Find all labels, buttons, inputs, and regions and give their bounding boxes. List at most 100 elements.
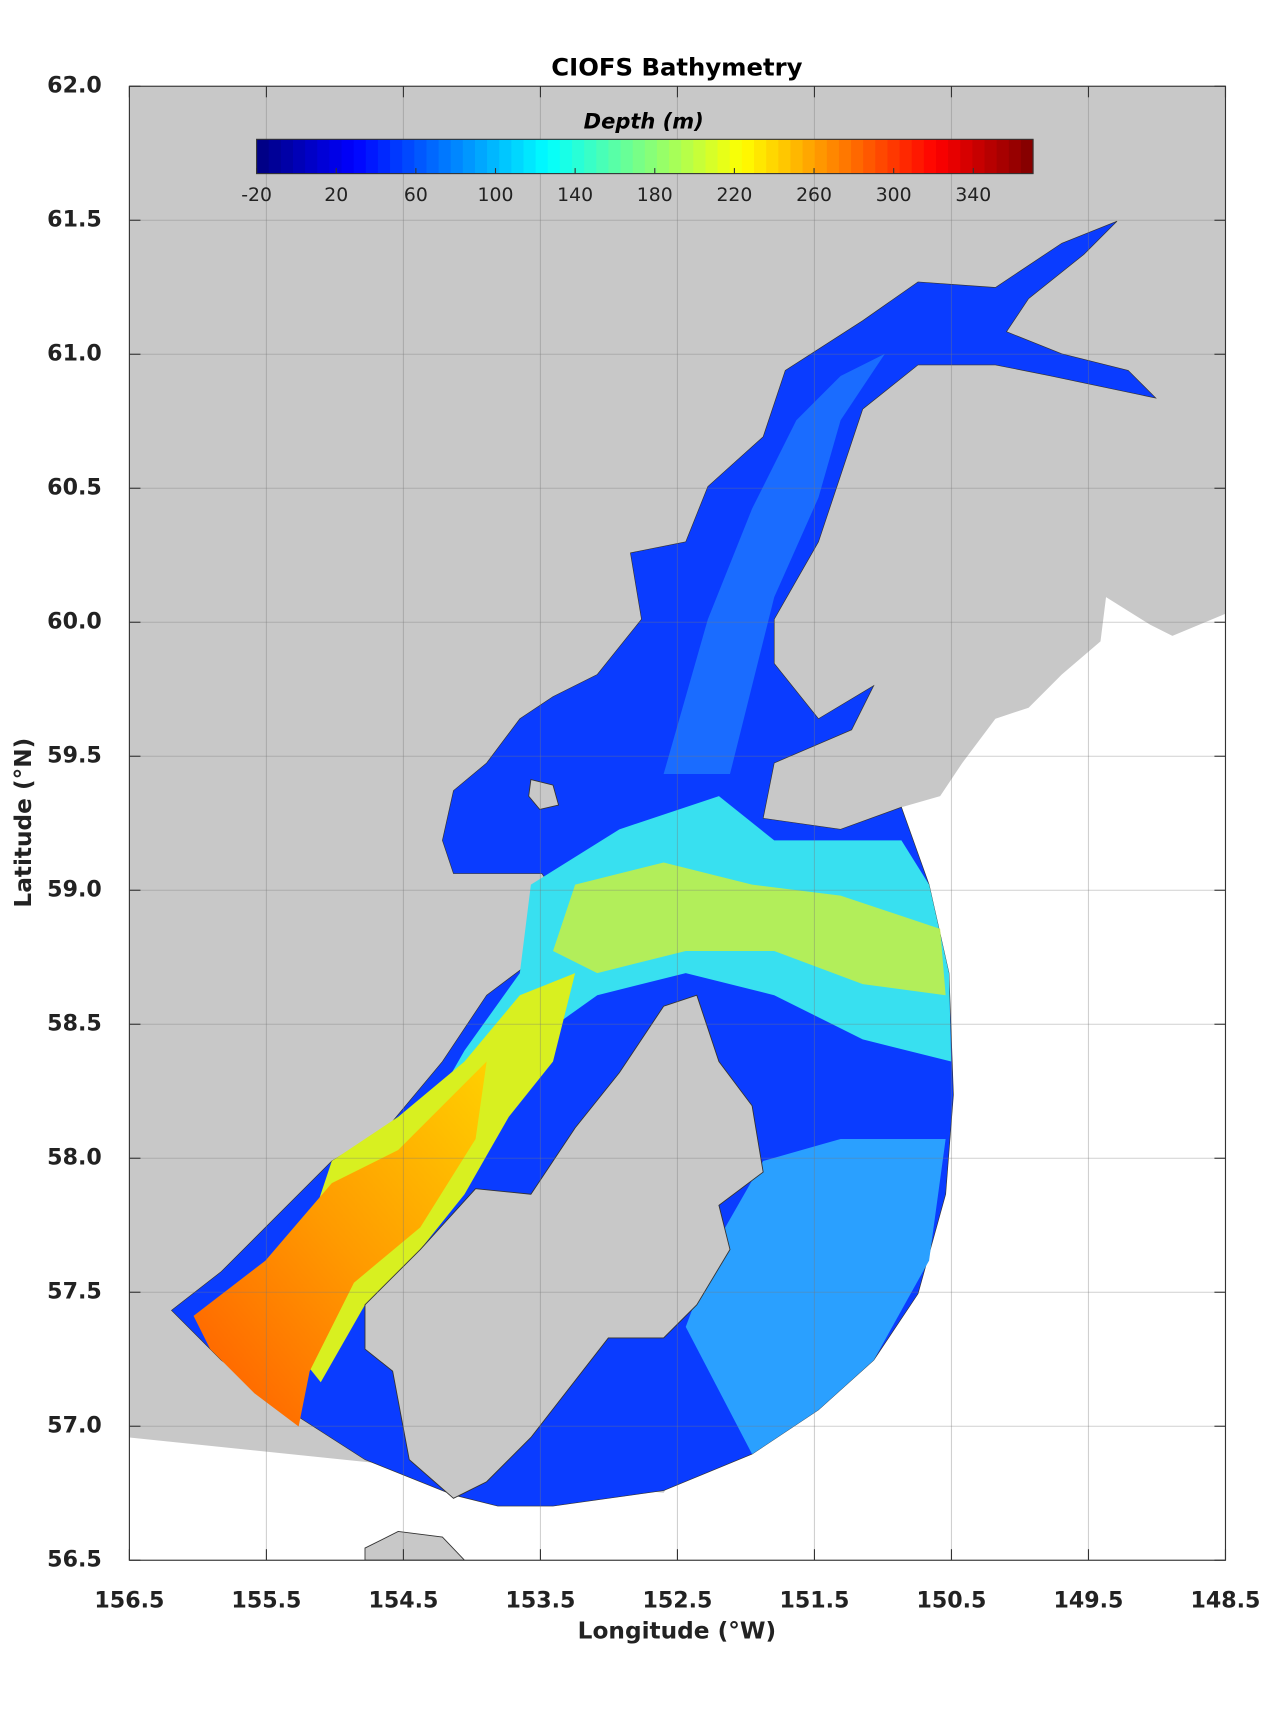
colorbar-swatch <box>1008 139 1022 174</box>
colorbar-swatch <box>292 139 306 174</box>
colorbar-swatch <box>572 139 585 174</box>
colorbar-swatch <box>365 139 379 174</box>
colorbar-swatch <box>996 139 1010 174</box>
colorbar-swatch <box>984 139 998 174</box>
colorbar-tick-label: 340 <box>955 185 991 206</box>
y-tick-label: 59.5 <box>47 743 102 769</box>
colorbar-swatch <box>887 139 901 174</box>
colorbar-tick-label: 20 <box>324 185 348 206</box>
colorbar-swatch <box>935 139 949 174</box>
colorbar-tick-label: 100 <box>478 185 514 206</box>
y-tick-label: 60.0 <box>47 609 102 635</box>
colorbar-swatch <box>705 139 719 174</box>
colorbar-swatch <box>523 139 537 174</box>
colorbar-swatch <box>608 139 622 174</box>
mouth-shelf <box>420 796 952 1128</box>
y-tick-label: 61.0 <box>47 341 102 367</box>
colorbar-swatch <box>814 139 828 174</box>
colorbar-swatch <box>948 139 961 174</box>
colorbar-tick-label: 220 <box>716 185 752 206</box>
y-tick-label: 58.5 <box>47 1011 102 1037</box>
colorbar-swatch <box>268 139 282 174</box>
x-axis-label: Longitude (°W) <box>578 1618 776 1645</box>
colorbar-swatch <box>547 139 561 174</box>
colorbar-swatch <box>863 139 876 174</box>
colorbar-swatch <box>972 139 986 174</box>
colorbar-swatch <box>317 139 330 174</box>
colorbar-swatch <box>669 139 682 174</box>
outer-ocean <box>129 597 1226 1561</box>
colorbar-swatch <box>559 139 573 174</box>
y-tick-label: 57.0 <box>47 1413 102 1439</box>
island <box>364 1531 466 1561</box>
colorbar-swatch <box>414 139 427 174</box>
x-tick-label: 153.5 <box>505 1588 575 1614</box>
shelf-south <box>685 1138 946 1455</box>
ticks: 156.5 155.5 154.5 153.5 152.5 151.5 150.5 149.5… <box>47 73 1260 1614</box>
colorbar-swatch <box>596 139 609 174</box>
colorbar-tick-label: 300 <box>876 185 912 206</box>
colorbar-swatch <box>462 139 476 174</box>
colorbar-swatch <box>256 139 270 174</box>
colorbar-tick-label: 260 <box>796 185 832 206</box>
y-axis-label: Latitude (°N) <box>10 738 37 908</box>
x-tick-label: 149.5 <box>1054 1588 1124 1614</box>
colorbar-swatch <box>656 139 670 174</box>
colorbar-swatch <box>390 139 403 174</box>
colorbar-swatch <box>851 139 864 174</box>
colorbar-swatch <box>802 139 816 174</box>
colorbar-swatch <box>778 139 791 174</box>
x-tick-label: 155.5 <box>231 1588 301 1614</box>
colorbar-swatch <box>960 139 973 174</box>
x-tick-label: 151.5 <box>779 1588 849 1614</box>
y-tick-label: 57.5 <box>47 1279 102 1305</box>
colorbar-swatch <box>875 139 889 174</box>
colorbar-swatch <box>681 139 694 174</box>
colorbar-swatch <box>923 139 937 174</box>
map-layer <box>129 86 1226 1561</box>
y-tick-label: 58.0 <box>47 1145 102 1171</box>
colorbar-swatch <box>377 139 391 174</box>
colorbar-swatch <box>438 139 452 174</box>
colorbar-swatch <box>402 139 415 174</box>
channel <box>663 353 885 775</box>
colorbar-swatch <box>1020 139 1034 174</box>
colorbar-swatch <box>584 139 597 174</box>
colorbar-swatch <box>474 139 488 174</box>
y-tick-label: 61.5 <box>47 207 102 233</box>
colorbar-swatch <box>693 139 707 174</box>
colorbar-tick-label: 140 <box>557 185 593 206</box>
colorbar-swatch <box>766 139 779 174</box>
colorbar-swatch <box>899 139 913 174</box>
colorbar-swatch <box>280 139 294 174</box>
colorbar-swatch <box>341 139 355 174</box>
colorbar: -20 20 60 100 140 180 220 260 300 340 <box>241 138 1034 206</box>
colorbar-swatch <box>911 139 925 174</box>
colorbar-tick-label: 180 <box>637 185 673 206</box>
colorbar-tick-label: -20 <box>241 185 272 206</box>
colorbar-swatch <box>487 139 500 174</box>
y-tick-label: 60.5 <box>47 475 102 501</box>
colorbar-swatch <box>838 139 852 174</box>
island <box>528 779 560 810</box>
colorbar-swatch <box>754 139 767 174</box>
colorbar-swatch <box>353 139 367 174</box>
island <box>364 994 764 1499</box>
colorbar-swatch <box>741 139 755 174</box>
colorbar-frame <box>256 138 1034 175</box>
colorbar-swatch <box>426 139 440 174</box>
y-tick-label: 62.0 <box>47 73 102 99</box>
colorbar-swatch <box>499 139 512 174</box>
x-tick-label: 150.5 <box>916 1588 986 1614</box>
colorbar-swatch <box>535 139 549 174</box>
x-tick-label: 154.5 <box>368 1588 438 1614</box>
colorbar-swatch <box>717 139 731 174</box>
colorbar-swatch <box>305 139 318 174</box>
colorbar-tick-label: 60 <box>404 185 428 206</box>
title: CIOFS Bathymetry <box>551 53 802 82</box>
x-tick-label: 156.5 <box>94 1588 164 1614</box>
colorbar-swatch <box>729 139 743 174</box>
colorbar-swatch <box>790 139 804 174</box>
